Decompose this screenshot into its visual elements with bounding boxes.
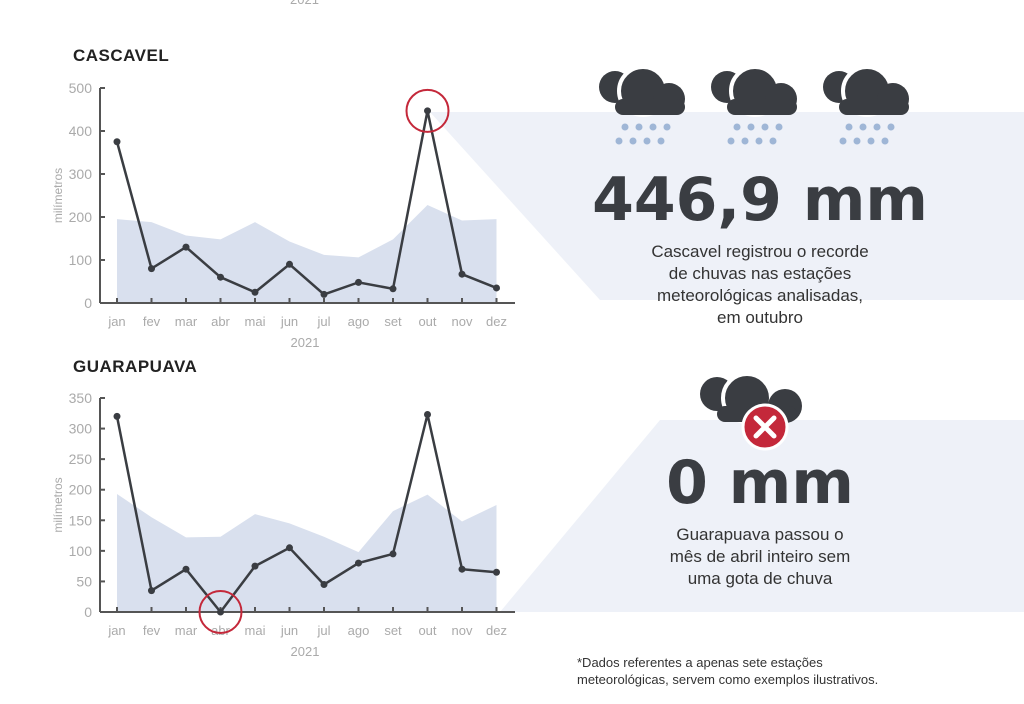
x-tick-label: dez [486,623,507,638]
x-tick-label: abr [211,314,230,329]
x-tick-label: jan [107,623,125,638]
data-point [182,565,190,573]
chart-guarapuava: 0 50 100 150 200 250 300 350 jan fev mar abr mai jun j… [51,390,515,659]
highlight-circle [198,590,243,634]
area-series [117,493,497,612]
data-point [458,565,466,573]
footnote-line: meteorológicas, servem como exemplos ilu… [577,672,879,687]
x-axis-label: 2021 [291,644,320,659]
data-point [424,107,431,115]
data-point [493,284,500,292]
data-point [424,411,431,419]
data-point [286,260,293,268]
data-point [113,412,121,420]
x-tick-label: out [418,623,436,638]
data-point [113,138,121,146]
cut-year-label: 2021 [290,0,319,7]
x-tick-label: mar [175,623,198,638]
data-point [251,562,259,570]
x-tick-label: ago [348,623,370,638]
x-tick-label: nov [452,623,473,638]
y-tick-label: 200 [69,482,93,498]
x-tick-label: mai [245,314,266,329]
y-tick-label: 100 [69,252,93,268]
desc-line: meteorológicas analisadas, [656,286,863,305]
y-tick-label: 350 [69,390,93,406]
x-tick-label: jul [316,623,330,638]
x-tick-label: dez [486,314,507,329]
area-series [117,204,497,303]
desc-line: de chuvas nas estações [668,264,852,283]
x-tick-label: abr [211,623,230,638]
x-tick-label: out [418,314,436,329]
cascavel-description: Cascavel registrou o recorde de chuvas na… [560,241,960,329]
data-point [217,608,224,616]
y-tick-label: 400 [69,123,93,139]
y-tick-label: 100 [69,543,93,559]
x-tick-label: nov [452,314,473,329]
data-point [389,285,397,293]
data-point [251,288,259,296]
chart-cascavel: 0 100 200 300 400 500 jan fev mar abr mai jun jul ago… [51,80,515,350]
footnote: *Dados referentes a apenas sete estações… [577,654,878,688]
y-axis-label: milímetros [51,168,65,223]
y-tick-label: 200 [69,209,93,225]
y-tick-label: 250 [69,451,93,467]
x-tick-label: mar [175,314,198,329]
desc-line: mês de abril inteiro sem [669,547,851,566]
y-tick-label: 300 [69,421,93,437]
x-tick-label: set [384,314,402,329]
no-rain-cloud-icon [700,372,802,451]
y-tick-label: 0 [84,604,92,620]
y-tick-label: 0 [84,295,92,311]
x-tick-label: ago [348,314,370,329]
y-axis-label: milímetros [51,477,65,532]
y-tick-label: 150 [69,512,93,528]
data-point [355,559,362,567]
desc-line: Guarapuava passou o [676,525,844,544]
guarapuava-value: 0 mm [666,448,854,518]
desc-line: uma gota de chuva [687,569,833,588]
data-point [389,550,397,558]
chart-title-cascavel: CASCAVEL [73,46,170,65]
y-tick-label: 500 [69,80,93,96]
x-tick-label: jul [316,314,330,329]
data-point [355,278,362,286]
chart-title-guarapuava: GUARAPUAVA [73,357,198,376]
data-point [148,265,155,273]
desc-line: em outubro [717,308,803,327]
x-tick-label: mai [245,623,266,638]
x-tick-label: jan [107,314,125,329]
y-tick-label: 50 [76,573,92,589]
line-series [115,110,497,296]
cascavel-record-value: 446,9 mm [592,165,928,235]
x-tick-label: fev [143,314,161,329]
data-point [320,580,328,588]
highlight-circle [405,88,450,133]
data-point [148,587,155,595]
x-tick-label: fev [143,623,161,638]
line-series [115,414,497,615]
data-point [217,273,224,281]
y-tick-label: 300 [69,166,93,182]
data-point [493,568,500,576]
callout-beam-top [430,112,1024,300]
footnote-line: *Dados referentes a apenas sete estações [577,655,823,670]
desc-line: Cascavel registrou o recorde [651,242,869,261]
data-point [458,270,466,278]
callout-beam-bottom [500,420,1024,612]
x-tick-label: jun [280,623,298,638]
rain-clouds-icon [597,65,911,147]
x-tick-label: jun [280,314,298,329]
guarapuava-description: Guarapuava passou o mês de abril inteiro … [560,524,960,590]
x-tick-label: set [384,623,402,638]
data-point [182,243,190,251]
x-axis-label: 2021 [291,335,320,350]
data-point [320,290,328,298]
data-point [286,544,293,552]
